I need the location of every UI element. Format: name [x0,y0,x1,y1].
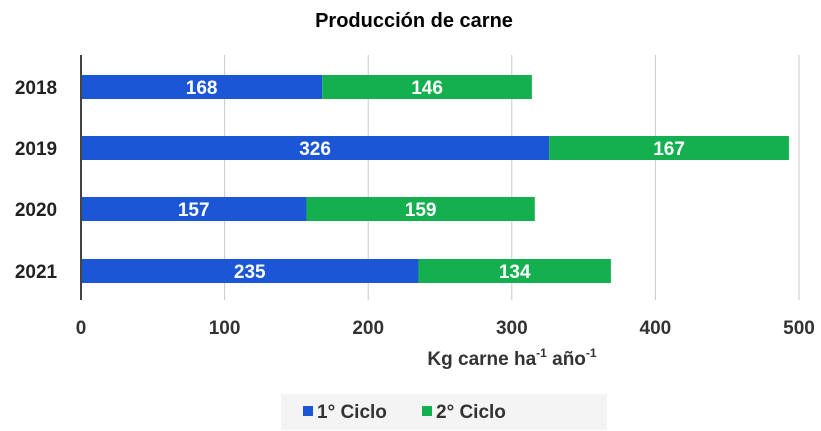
x-tick-200: 200 [352,318,384,339]
x-tick-400: 400 [640,318,672,339]
category-label-2018: 2018 [15,78,57,99]
category-label-2021: 2021 [15,262,58,283]
bar-label-2020-series-1: 157 [178,200,210,221]
bar-2018-series-2 [322,75,532,99]
x-tick-0: 0 [76,318,87,339]
legend-background [281,394,607,430]
x-tick-100: 100 [209,318,241,339]
bar-2020-series-1 [81,197,307,221]
bar-2021-series-1 [81,259,419,283]
bar-labels: 168 146 326 167 157 159 235 134 [178,78,685,283]
category-label-2019: 2019 [15,139,57,160]
bar-label-2019-series-1: 326 [299,139,331,160]
bar-label-2018-series-2: 146 [411,78,443,99]
bar-label-2021-series-2: 134 [499,262,531,283]
chart-title: Producción de carne [315,10,513,32]
legend-swatch-series-1 [303,406,313,416]
x-tick-500: 500 [783,318,815,339]
bar-2019-series-1 [81,136,550,160]
x-tick-labels: 0 100 200 300 400 500 [76,318,815,339]
bar-2019-series-2 [549,136,789,160]
bar-2020-series-2 [306,197,535,221]
legend-swatch-series-2 [422,406,432,416]
x-axis-title-mid: año [547,349,586,370]
bar-label-2019-series-2: 167 [653,139,685,160]
bar-2021-series-2 [418,259,611,283]
bar-label-2021-series-1: 235 [234,262,266,283]
legend-label-series-1: 1° Ciclo [317,402,387,423]
legend-label-series-2: 2° Ciclo [436,402,506,423]
x-axis-title-main: Kg carne ha [427,349,536,370]
x-axis-title-sup2: -1 [586,346,597,360]
x-tick-300: 300 [496,318,528,339]
bars [81,75,789,283]
bar-2018-series-1 [81,75,323,99]
bar-label-2018-series-1: 168 [186,78,218,99]
category-label-2020: 2020 [15,200,57,221]
x-axis-title: Kg carne ha-1 año-1 [427,346,596,370]
category-labels: 2018 2019 2020 2021 [15,78,58,283]
bar-label-2020-series-2: 159 [405,200,437,221]
x-axis-title-sup1: -1 [536,346,547,360]
legend: 1° Ciclo 2° Ciclo [281,394,607,430]
